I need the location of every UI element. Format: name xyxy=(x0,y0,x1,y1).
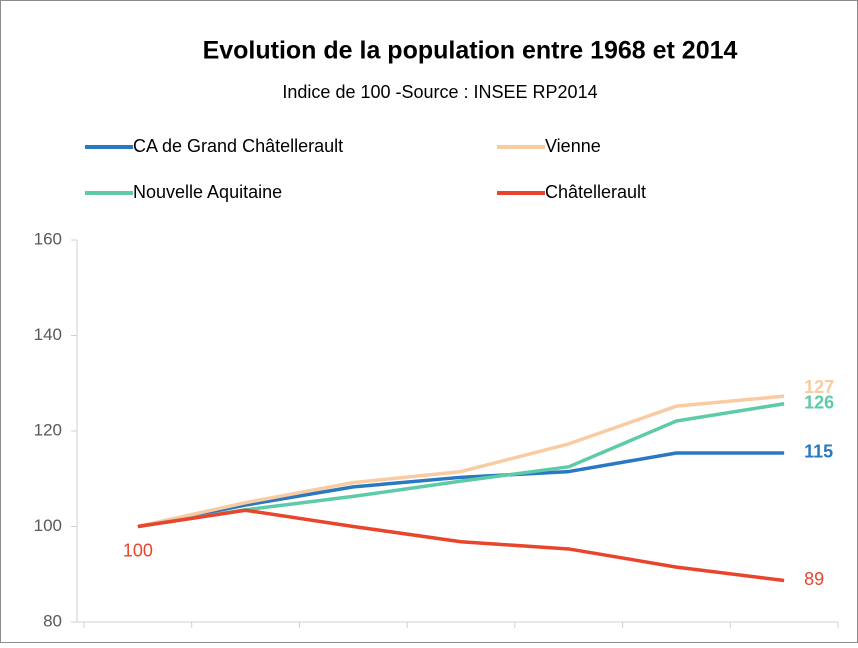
value-label: 127 xyxy=(804,377,834,397)
series-line xyxy=(137,508,785,583)
legend-label: CA de Grand Châtellerault xyxy=(133,136,343,156)
value-label: 126 xyxy=(804,393,834,413)
value-label: 115 xyxy=(804,442,833,462)
chart-subtitle: Indice de 100 -Source : INSEE RP2014 xyxy=(282,82,597,102)
legend-label: Nouvelle Aquitaine xyxy=(133,182,282,202)
value-label: 89 xyxy=(804,569,824,589)
y-tick-label: 100 xyxy=(34,516,62,535)
value-label: 100 xyxy=(123,540,153,560)
series-line xyxy=(137,451,785,529)
y-tick-label: 120 xyxy=(34,420,62,439)
y-tick-label: 140 xyxy=(34,325,62,344)
y-tick-label: 160 xyxy=(34,229,62,248)
legend-label: Châtellerault xyxy=(545,182,646,202)
y-tick-label: 80 xyxy=(43,611,62,630)
legend-label: Vienne xyxy=(545,136,601,156)
chart-title: Evolution de la population entre 1968 et… xyxy=(203,37,738,65)
series-line xyxy=(137,394,785,529)
